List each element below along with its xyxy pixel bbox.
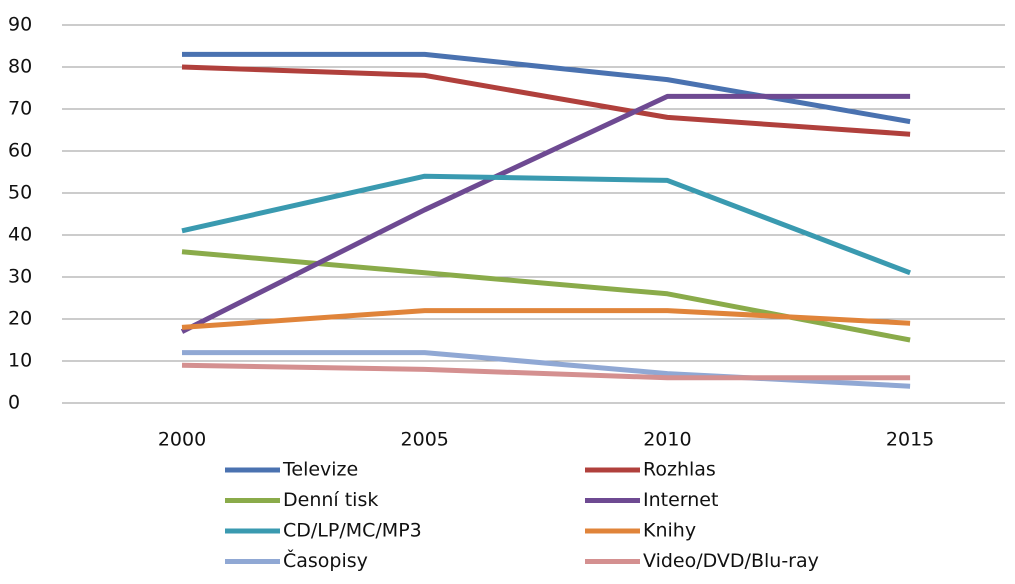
- y-tick-label: 0: [8, 392, 20, 414]
- legend-label: Video/DVD/Blu-ray: [643, 550, 819, 572]
- x-tick-label: 2000: [158, 429, 206, 451]
- x-tick-label: 2010: [643, 429, 691, 451]
- y-tick-label: 70: [8, 98, 32, 120]
- series-line: [181, 362, 911, 381]
- y-tick-label: 80: [8, 56, 32, 78]
- y-tick-label: 20: [8, 308, 32, 330]
- series-line: [181, 308, 911, 330]
- y-tick-label: 10: [8, 350, 32, 372]
- y-tick-label: 50: [8, 182, 32, 204]
- legend-label: Časopisy: [283, 548, 368, 572]
- series-line: [181, 249, 911, 343]
- legend-label: Denní tisk: [283, 489, 378, 511]
- series-line: [182, 51, 911, 125]
- x-tick-label: 2005: [401, 429, 449, 451]
- y-tick-label: 30: [8, 266, 32, 288]
- series-line: [181, 64, 911, 137]
- y-tick-label: 40: [8, 224, 32, 246]
- legend-label: Rozhlas: [643, 459, 716, 481]
- y-tick-label: 60: [8, 140, 32, 162]
- series-line: [181, 173, 911, 276]
- legend-label: CD/LP/MC/MP3: [283, 520, 422, 542]
- legend-label: Televize: [282, 459, 358, 481]
- y-tick-label: 90: [8, 14, 32, 36]
- legend-label: Knihy: [643, 520, 696, 542]
- series-line: [180, 93, 911, 334]
- x-tick-label: 2015: [886, 429, 934, 451]
- legend-label: Internet: [643, 489, 718, 511]
